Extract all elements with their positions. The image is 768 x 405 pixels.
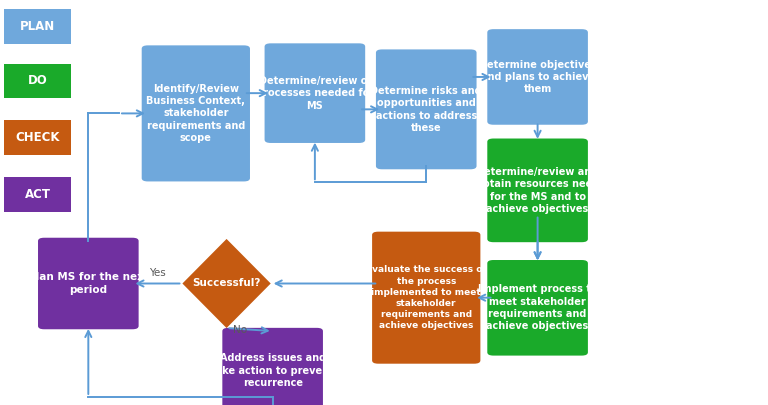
Text: CHECK: CHECK bbox=[15, 131, 60, 144]
Text: Evaluate the success of
the process
implemented to meet
stakeholder
requirements: Evaluate the success of the process impl… bbox=[366, 265, 486, 330]
Text: Determine objectives
and plans to achieve
them: Determine objectives and plans to achiev… bbox=[478, 60, 597, 94]
FancyBboxPatch shape bbox=[38, 238, 138, 329]
Text: Implement process to
meet stakeholder
requirements and
achieve objectives: Implement process to meet stakeholder re… bbox=[478, 284, 598, 331]
FancyBboxPatch shape bbox=[223, 328, 323, 405]
FancyBboxPatch shape bbox=[4, 177, 71, 211]
Text: Determine/review of
processes needed for
MS: Determine/review of processes needed for… bbox=[256, 76, 374, 111]
Text: ACT: ACT bbox=[25, 188, 51, 201]
Text: Plan MS for the next
period: Plan MS for the next period bbox=[28, 272, 149, 295]
Text: Yes: Yes bbox=[149, 269, 166, 278]
Text: Address issues and
take action to prevent
recurrence: Address issues and take action to preven… bbox=[211, 353, 334, 388]
FancyBboxPatch shape bbox=[372, 232, 481, 364]
Text: DO: DO bbox=[28, 75, 48, 87]
Text: PLAN: PLAN bbox=[20, 20, 55, 33]
Text: Determine risks and
opportunities and
actions to address
these: Determine risks and opportunities and ac… bbox=[370, 86, 482, 133]
FancyBboxPatch shape bbox=[4, 64, 71, 98]
Polygon shape bbox=[182, 239, 270, 328]
Text: Determine/review and
obtain resources need
for the MS and to
achieve objectives: Determine/review and obtain resources ne… bbox=[476, 167, 599, 214]
FancyBboxPatch shape bbox=[487, 139, 588, 242]
Text: Successful?: Successful? bbox=[192, 279, 261, 288]
Text: No: No bbox=[233, 324, 247, 335]
FancyBboxPatch shape bbox=[264, 43, 365, 143]
FancyBboxPatch shape bbox=[4, 9, 71, 43]
Text: Identify/Review
Business Context,
stakeholder
requirements and
scope: Identify/Review Business Context, stakeh… bbox=[147, 83, 245, 143]
FancyBboxPatch shape bbox=[487, 260, 588, 356]
FancyBboxPatch shape bbox=[4, 121, 71, 155]
FancyBboxPatch shape bbox=[141, 45, 250, 181]
FancyBboxPatch shape bbox=[487, 29, 588, 125]
FancyBboxPatch shape bbox=[376, 49, 476, 169]
